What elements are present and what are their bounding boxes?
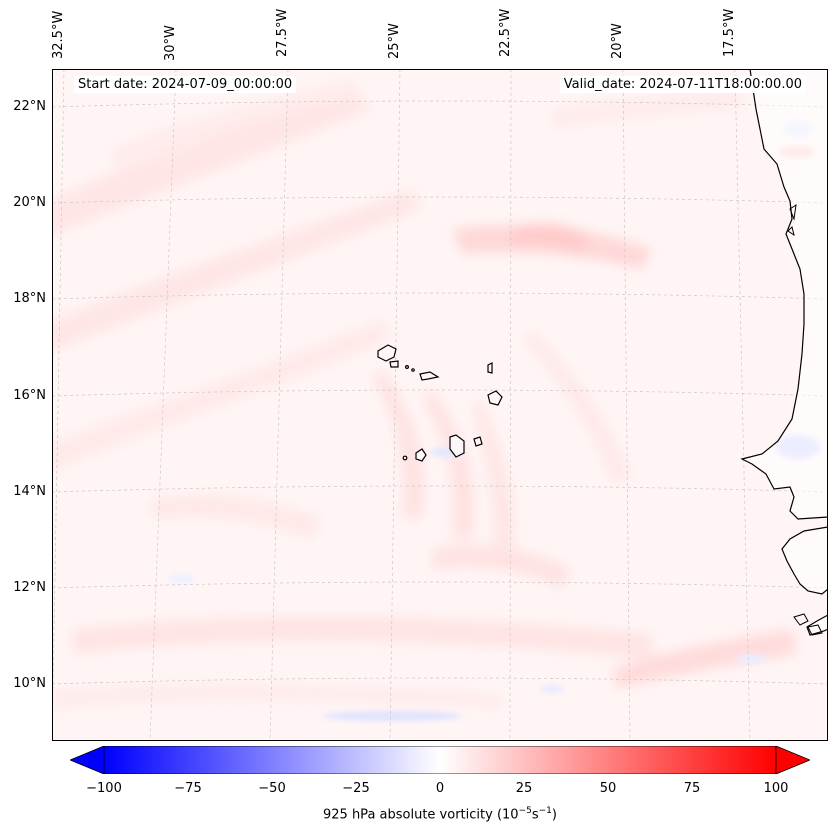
colorbar-label-exponent-1: −5 [518, 806, 532, 816]
lat-label-18N: 18°N [13, 291, 46, 306]
colorbar-tick-label: −25 [342, 781, 370, 796]
map-frame [52, 69, 828, 741]
colorbar-label-unit: s [531, 807, 539, 823]
colorbar [68, 745, 812, 778]
lon-label-25W: 25°W [387, 23, 402, 59]
colorbar-label-suffix: ) [551, 807, 557, 823]
africa-coastline [740, 69, 828, 741]
colorbar-label-prefix: 925 hPa absolute vorticity (10 [323, 807, 519, 823]
bissagos-islands [787, 203, 823, 636]
lat-label-14N: 14°N [13, 484, 46, 499]
lon-label-27.5W: 27.5°W [275, 8, 290, 57]
colorbar-tick-label: 25 [515, 781, 533, 796]
graticule [52, 69, 828, 741]
valid-date-label: Valid_date: 2024-07-11T18:00:00.00 [559, 76, 806, 93]
colorbar-tick-label: −100 [86, 781, 122, 796]
lat-label-20N: 20°N [13, 195, 46, 210]
colorbar-tick-label: −50 [258, 781, 286, 796]
colorbar-canvas [68, 745, 812, 778]
vorticity-map: Start date: 2024-07-09_00:00:00 Valid_da… [52, 69, 828, 741]
colorbar-label-exponent-2: −1 [538, 806, 552, 816]
lat-label-12N: 12°N [13, 580, 46, 595]
lon-label-17.5W: 17.5°W [722, 8, 737, 57]
colorbar-tick-label: 0 [435, 781, 445, 796]
lat-label-16N: 16°N [13, 388, 46, 403]
colorbar-tick-label: 100 [763, 781, 789, 796]
colorbar-tick-label: −75 [174, 781, 202, 796]
colorbar-tick-label: 50 [599, 781, 617, 796]
positive-vorticity-bands [52, 79, 797, 709]
map-canvas [52, 69, 828, 741]
start-date-label: Start date: 2024-07-09_00:00:00 [74, 76, 297, 93]
colorbar-tick-label: 75 [683, 781, 701, 796]
colorbar-gradient [103, 745, 777, 775]
lon-label-20W: 20°W [610, 23, 625, 59]
lon-label-22.5W: 22.5°W [498, 8, 513, 57]
lon-label-30W: 30°W [163, 25, 178, 61]
colorbar-left-extension [68, 745, 105, 775]
colorbar-label: 925 hPa absolute vorticity (10−5s−1) [0, 806, 837, 822]
lat-label-10N: 10°N [13, 676, 46, 691]
cape-verde-islands [377, 344, 503, 462]
lon-label-32.5W: 32.5°W [51, 10, 66, 59]
lat-label-22N: 22°N [13, 99, 46, 114]
colorbar-right-extension [775, 745, 812, 775]
